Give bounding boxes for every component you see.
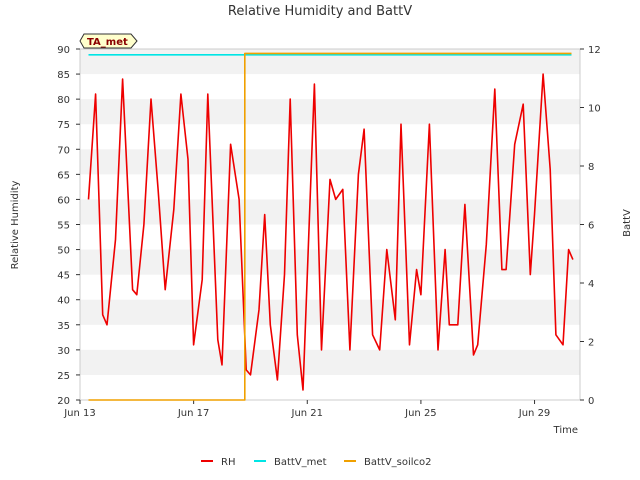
badge-label: TA_met bbox=[87, 37, 128, 48]
x-tick-label: Jun 21 bbox=[291, 408, 324, 419]
series-layer bbox=[87, 52, 574, 401]
series-line-battv-soilco2 bbox=[88, 52, 572, 401]
legend-label: BattV_met bbox=[274, 457, 327, 468]
x-tick-label: Jun 13 bbox=[63, 408, 96, 419]
y-tick-label: 30 bbox=[57, 346, 70, 357]
chart-title: Relative Humidity and BattV bbox=[228, 4, 412, 19]
y-tick-label: 65 bbox=[57, 170, 70, 181]
badge-shape bbox=[79, 33, 138, 49]
y-axis-label: Relative Humidity bbox=[10, 181, 21, 270]
y-tick-label: 90 bbox=[57, 45, 70, 56]
x-tick-label: Jun 25 bbox=[404, 408, 437, 419]
y2-tick-label: 12 bbox=[588, 45, 601, 56]
y2-tick-label: 8 bbox=[588, 162, 594, 173]
grid-band bbox=[80, 249, 580, 275]
x-tick-label: Jun 29 bbox=[518, 408, 551, 419]
y-tick-label: 70 bbox=[57, 145, 70, 156]
y2-tick-label: 4 bbox=[588, 279, 594, 290]
y-tick-label: 45 bbox=[57, 271, 70, 282]
legend-label: RH bbox=[221, 457, 235, 468]
grid-band bbox=[80, 99, 580, 125]
grid-band bbox=[80, 199, 580, 225]
axis-ticks: 20 25 30 35 40 45 50 55 60 65 70 75 80 85 90 0 2 4 6 8 10 12 J… bbox=[57, 45, 600, 419]
y2-tick-label: 2 bbox=[588, 338, 594, 349]
grid-bands bbox=[80, 49, 580, 375]
grid-band bbox=[80, 349, 580, 375]
y-tick-label: 40 bbox=[57, 296, 70, 307]
y2-tick-label: 0 bbox=[588, 396, 594, 407]
x-tick-label: Jun 17 bbox=[177, 408, 210, 419]
y2-axis-label: BattV bbox=[622, 209, 633, 237]
y-tick-label: 35 bbox=[57, 321, 70, 332]
y-tick-label: 20 bbox=[57, 396, 70, 407]
legend: RH BattV_met BattV_soilco2 bbox=[201, 457, 432, 468]
y-tick-label: 55 bbox=[57, 221, 70, 232]
y-tick-label: 60 bbox=[57, 195, 70, 206]
x-axis-label: Time bbox=[553, 425, 578, 436]
badge: TA_met bbox=[79, 33, 138, 49]
y-tick-label: 25 bbox=[57, 371, 70, 382]
grid-band bbox=[80, 299, 580, 325]
y2-tick-label: 10 bbox=[588, 104, 601, 115]
legend-label: BattV_soilco2 bbox=[364, 457, 432, 468]
y-tick-label: 80 bbox=[57, 95, 70, 106]
series-line-rh bbox=[87, 73, 574, 391]
y-tick-label: 75 bbox=[57, 120, 70, 131]
y2-tick-label: 6 bbox=[588, 221, 594, 232]
y-tick-label: 85 bbox=[57, 70, 70, 81]
y-tick-label: 50 bbox=[57, 246, 70, 257]
